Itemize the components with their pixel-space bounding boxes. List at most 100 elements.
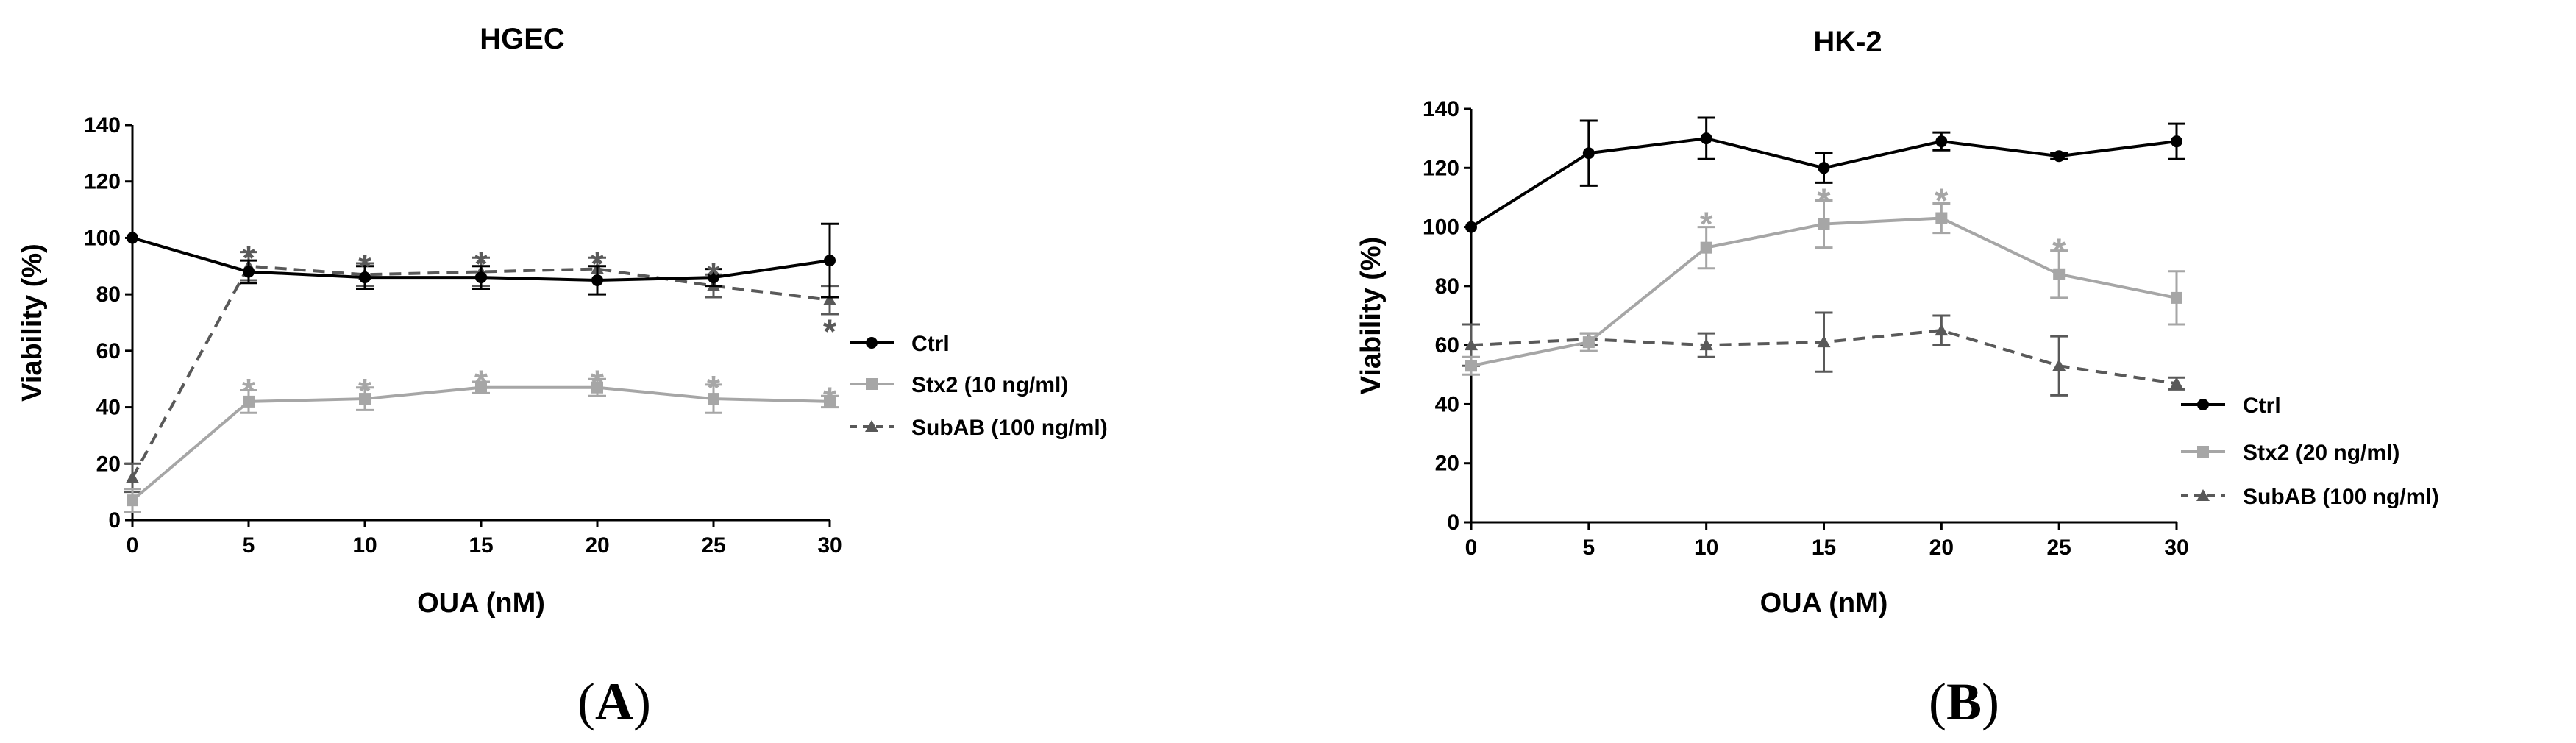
significance-star: *	[591, 244, 604, 282]
x-tick-label: 15	[1812, 536, 1836, 560]
legend-label-ctrl: Ctrl	[2243, 394, 2281, 418]
data-point-subab	[823, 293, 836, 305]
significance-star: *	[591, 363, 604, 401]
data-point-stx2	[1818, 218, 1830, 230]
data-point-ctrl	[127, 232, 138, 244]
data-point-ctrl	[359, 271, 371, 284]
series-ctrl	[1465, 116, 2185, 233]
series-stx2	[1462, 199, 2185, 376]
y-tick-label: 140	[1423, 97, 1459, 121]
significance-star: *	[707, 369, 720, 407]
x-tick-label: 0	[127, 533, 139, 558]
significance-star: *	[707, 256, 720, 294]
y-tick-label: 60	[1435, 333, 1459, 358]
data-point-stx2	[243, 395, 255, 408]
data-point-ctrl	[475, 271, 487, 284]
data-point-stx2	[1465, 360, 1477, 372]
chart-hgec: HGEC 0 20 40 60 80 100 120 140 0 5 10 15 20 25 30 OUA (n…	[17, 23, 1108, 619]
data-point-subab	[1465, 338, 1478, 351]
series-line-stx2	[131, 385, 830, 502]
data-point-stx2	[708, 393, 719, 405]
data-point-subab	[1817, 335, 1831, 348]
panel-label-a: (A)	[577, 672, 651, 731]
data-point-stx2	[359, 393, 371, 405]
legend-marker-subab	[2196, 489, 2210, 501]
data-point-stx2	[1700, 241, 1712, 254]
data-point-ctrl	[2053, 150, 2066, 163]
significance-star: *	[823, 312, 836, 350]
data-point-stx2	[1935, 212, 1948, 224]
legend-label-ctrl: Ctrl	[911, 332, 950, 356]
y-axis-label: Viability (%)	[1356, 237, 1387, 395]
data-point-ctrl	[1465, 221, 1477, 233]
significance-star: *	[474, 363, 488, 401]
legend-item-stx2: Stx2 (10 ng/ml)	[850, 373, 1068, 397]
y-tick-label: 0	[108, 508, 121, 533]
significance-star: *	[358, 372, 371, 410]
chart-title: HGEC	[480, 23, 565, 55]
y-tick-label: 20	[96, 452, 121, 476]
y-tick-label: 40	[1435, 392, 1459, 416]
legend-item-ctrl: Ctrl	[850, 332, 950, 356]
data-point-subab	[1935, 324, 1949, 336]
x-tick-label: 10	[352, 533, 377, 558]
data-point-ctrl	[1700, 132, 1712, 145]
x-tick-label: 10	[1694, 536, 1718, 560]
legend-item-subab: SubAB (100 ng/ml)	[850, 416, 1108, 440]
data-point-stx2	[824, 395, 836, 408]
series-stx2	[124, 377, 839, 513]
legend-label-subab: SubAB (100 ng/ml)	[911, 416, 1108, 440]
legend-marker-stx2	[2197, 446, 2209, 458]
x-tick-label: 0	[1465, 536, 1478, 560]
significance-star: *	[1935, 181, 1948, 219]
x-axis-label: OUA (nM)	[417, 588, 545, 619]
data-point-ctrl	[1935, 135, 1948, 148]
x-tick-label: 25	[701, 533, 725, 558]
y-tick-label: 100	[1423, 216, 1459, 240]
significance-star: *	[242, 239, 255, 277]
legend-marker-stx2	[866, 378, 878, 390]
y-tick-label: 60	[96, 339, 121, 363]
y-axis-label: Viability (%)	[17, 243, 48, 402]
data-point-stx2	[2171, 291, 2182, 304]
significance-star: *	[358, 247, 371, 285]
x-tick-label: 20	[585, 533, 609, 558]
x-tick-label: 15	[469, 533, 493, 558]
data-point-stx2	[2053, 268, 2066, 280]
data-point-ctrl	[824, 255, 836, 267]
data-point-ctrl	[2171, 135, 2182, 148]
x-tick-label: 30	[817, 533, 842, 558]
x-tick-label: 5	[243, 533, 255, 558]
data-point-subab	[2170, 377, 2183, 389]
data-point-ctrl	[243, 266, 255, 278]
data-point-stx2	[1582, 336, 1595, 349]
data-point-subab	[2052, 359, 2066, 372]
series-subab	[1462, 311, 2185, 397]
data-point-stx2	[127, 494, 138, 507]
y-tick-label: 120	[1423, 156, 1459, 180]
significance-star: *	[823, 380, 836, 418]
significance-star: *	[2052, 232, 2066, 270]
legend-marker-subab	[865, 420, 878, 432]
x-tick-label: 25	[2046, 536, 2071, 560]
data-point-subab	[1699, 338, 1713, 351]
significance-star: *	[242, 372, 255, 410]
significance-star: *	[1700, 205, 1713, 243]
legend-label-stx2: Stx2 (10 ng/ml)	[911, 373, 1068, 397]
legend-item-stx2: Stx2 (20 ng/ml)	[2181, 441, 2399, 465]
data-point-subab	[126, 471, 139, 483]
x-tick-label: 20	[1929, 536, 1954, 560]
legend-item-subab: SubAB (100 ng/ml)	[2181, 485, 2439, 509]
chart-title: HK-2	[1813, 26, 1882, 58]
data-point-ctrl	[1818, 162, 1830, 174]
y-tick-label: 80	[1435, 274, 1459, 299]
y-tick-label: 140	[84, 113, 121, 138]
y-tick-label: 20	[1435, 452, 1459, 476]
data-point-ctrl	[591, 274, 603, 286]
legend-marker-ctrl	[866, 337, 878, 349]
data-point-stx2	[475, 381, 487, 394]
data-point-ctrl	[1582, 147, 1595, 160]
y-tick-label: 100	[84, 226, 121, 250]
legend-label-stx2: Stx2 (20 ng/ml)	[2243, 441, 2399, 465]
